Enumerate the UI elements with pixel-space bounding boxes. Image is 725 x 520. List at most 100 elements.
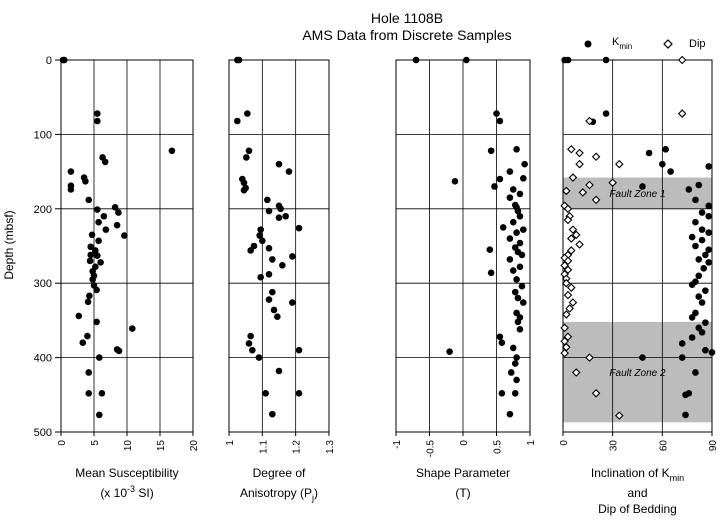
- data-point: [507, 369, 515, 376]
- data-point: [168, 147, 176, 155]
- x-tick-label: 20: [189, 440, 200, 452]
- data-point: [496, 333, 504, 341]
- chart-title: Hole 1108B: [371, 10, 443, 26]
- x-tick-label: 5: [90, 440, 101, 446]
- data-point: [264, 196, 271, 204]
- data-point-dip: [568, 173, 578, 182]
- data-point: [67, 186, 75, 193]
- data-point: [698, 329, 706, 336]
- data-point: [275, 367, 283, 375]
- data-point: [511, 390, 519, 397]
- data-point: [61, 56, 68, 64]
- panel-frame: [228, 59, 330, 433]
- data-point: [93, 318, 100, 326]
- data-point: [240, 179, 248, 187]
- data-point-dip: [563, 215, 573, 225]
- y-tick-label: 0: [46, 55, 52, 67]
- data-point: [295, 390, 303, 397]
- x-tick-label: 1.2: [292, 440, 303, 454]
- data-point-dip: [585, 353, 594, 362]
- data-point: [602, 56, 610, 64]
- data-point: [659, 160, 666, 168]
- data-point: [115, 347, 123, 355]
- panel-2: 1 1.1 1.2 1.3 Degree of Anisotropy (Pj): [225, 56, 336, 503]
- data-point-dip: [562, 278, 571, 288]
- x-axis-label-line2: (T): [455, 486, 470, 500]
- data-point-dip: [591, 389, 601, 398]
- data-point: [692, 196, 699, 204]
- data-point: [265, 296, 273, 303]
- data-point: [86, 257, 94, 265]
- data-point: [509, 344, 517, 352]
- data-point: [79, 339, 87, 347]
- data-point: [128, 325, 136, 332]
- data-point: [520, 226, 527, 233]
- data-point: [705, 246, 712, 254]
- data-point: [520, 299, 527, 306]
- data-point-dip: [575, 240, 584, 249]
- data-point: [518, 251, 526, 259]
- x-tick-label: 0: [559, 440, 570, 446]
- data-point: [88, 231, 96, 239]
- data-point: [516, 212, 524, 220]
- data-point: [279, 262, 286, 269]
- data-point: [702, 319, 709, 326]
- data-point: [98, 390, 106, 397]
- data-point: [115, 209, 122, 216]
- data-point-dip: [585, 116, 594, 126]
- data-point: [255, 354, 263, 361]
- data-point: [275, 160, 283, 168]
- data-point: [277, 205, 284, 213]
- data-point: [688, 314, 696, 321]
- data-point: [639, 354, 646, 361]
- data-point: [101, 158, 109, 166]
- x-tick-label: 1.3: [325, 440, 336, 454]
- data-point: [509, 267, 517, 274]
- data-point: [695, 256, 703, 263]
- data-point-dip: [677, 55, 687, 65]
- data-point: [94, 206, 101, 213]
- x-tick-label: 90: [708, 440, 719, 452]
- data-point: [695, 181, 703, 189]
- data-point: [265, 244, 273, 252]
- data-point: [75, 312, 83, 320]
- data-point: [87, 243, 94, 251]
- data-point: [487, 269, 495, 277]
- x-tick-label: 1: [225, 440, 236, 446]
- data-point: [639, 183, 646, 190]
- data-point: [516, 263, 524, 271]
- data-point: [285, 168, 293, 175]
- data-point: [498, 339, 506, 347]
- data-point: [513, 145, 520, 153]
- data-point: [688, 334, 696, 341]
- data-point: [511, 360, 519, 367]
- data-point: [518, 282, 526, 290]
- data-point: [682, 391, 689, 399]
- data-point: [289, 253, 296, 260]
- data-point: [289, 299, 296, 306]
- data-point: [95, 411, 103, 419]
- data-point: [698, 299, 706, 306]
- data-point-dip: [575, 159, 584, 169]
- data-point: [247, 247, 254, 254]
- data-point: [85, 369, 93, 376]
- data-point-dip: [568, 225, 578, 234]
- data-point: [678, 340, 686, 347]
- data-point: [509, 218, 517, 226]
- data-point: [259, 237, 266, 245]
- data-point-dip: [615, 159, 624, 169]
- x-tick-label: 1.1: [258, 440, 269, 454]
- data-point: [84, 332, 91, 340]
- data-point: [698, 236, 706, 244]
- data-point-dip: [563, 204, 573, 214]
- data-point: [506, 168, 514, 175]
- data-point-dip: [565, 304, 574, 313]
- data-point: [491, 183, 498, 190]
- data-point: [702, 251, 709, 259]
- data-point-dip: [578, 188, 588, 197]
- x-axis-label-line1: Mean Susceptibility: [75, 466, 178, 480]
- y-tick-label: 500: [34, 427, 52, 439]
- data-point: [688, 233, 696, 241]
- data-point: [270, 306, 278, 314]
